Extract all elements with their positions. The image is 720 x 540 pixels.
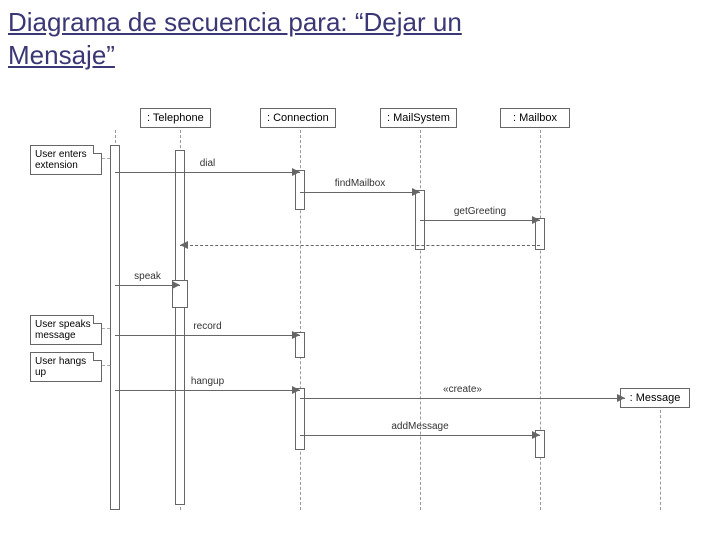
note-enter-connector <box>102 158 110 159</box>
message-line-6 <box>115 390 300 391</box>
arrow-icon <box>292 168 300 176</box>
message-line-3 <box>180 245 540 246</box>
arrow-icon <box>532 431 540 439</box>
message-label-0: dial <box>200 158 216 169</box>
arrow-icon <box>180 241 188 249</box>
message-label-2: getGreeting <box>454 206 506 217</box>
arrow-icon <box>532 216 540 224</box>
lifeline-head-connection: : Connection <box>260 108 336 128</box>
arrow-icon <box>412 188 420 196</box>
note-speak-connector <box>102 328 110 329</box>
message-line-1 <box>300 192 420 193</box>
page-title: Diagrama de secuencia para: “Dejar un Me… <box>8 6 568 71</box>
arrow-icon <box>172 281 180 289</box>
message-line-5 <box>115 335 300 336</box>
note-hangup-connector <box>102 365 110 366</box>
arrow-icon <box>617 394 625 402</box>
message-line-2 <box>420 220 540 221</box>
note-speak: User speaks message <box>30 315 102 345</box>
message-label-5: record <box>193 321 221 332</box>
message-label-8: addMessage <box>391 421 448 432</box>
arrow-icon <box>292 386 300 394</box>
lifeline-head-telephone: : Telephone <box>140 108 211 128</box>
activation-user-0 <box>110 145 120 510</box>
lifeline-head-mailbox: : Mailbox <box>500 108 570 128</box>
sequence-diagram: : Telephone : Connection : MailSystem : Mai… <box>0 90 720 530</box>
message-label-1: findMailbox <box>335 178 386 189</box>
lifeline-head-mailsystem: : MailSystem <box>380 108 457 128</box>
message-label-7: «create» <box>443 384 482 395</box>
lifeline-head-message: : Message <box>620 388 690 408</box>
message-label-4: speak <box>134 271 161 282</box>
note-hangup: User hangs up <box>30 352 102 382</box>
activation-telephone-1 <box>175 150 185 505</box>
arrow-icon <box>292 331 300 339</box>
message-label-6: hangup <box>191 376 224 387</box>
message-line-7 <box>300 398 625 399</box>
lifeline-mailsystem <box>420 130 421 510</box>
lifeline-message <box>660 410 661 510</box>
message-line-4 <box>115 285 180 286</box>
message-line-0 <box>115 172 300 173</box>
activation-connection-2 <box>295 170 305 210</box>
message-line-8 <box>300 435 540 436</box>
note-enter: User enters extension <box>30 145 102 175</box>
